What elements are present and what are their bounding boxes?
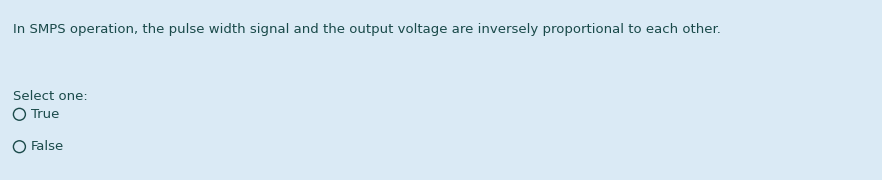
Text: True: True [31, 108, 59, 121]
Text: In SMPS operation, the pulse width signal and the output voltage are inversely p: In SMPS operation, the pulse width signa… [13, 23, 721, 36]
Text: False: False [31, 140, 64, 153]
Text: Select one:: Select one: [13, 90, 88, 103]
